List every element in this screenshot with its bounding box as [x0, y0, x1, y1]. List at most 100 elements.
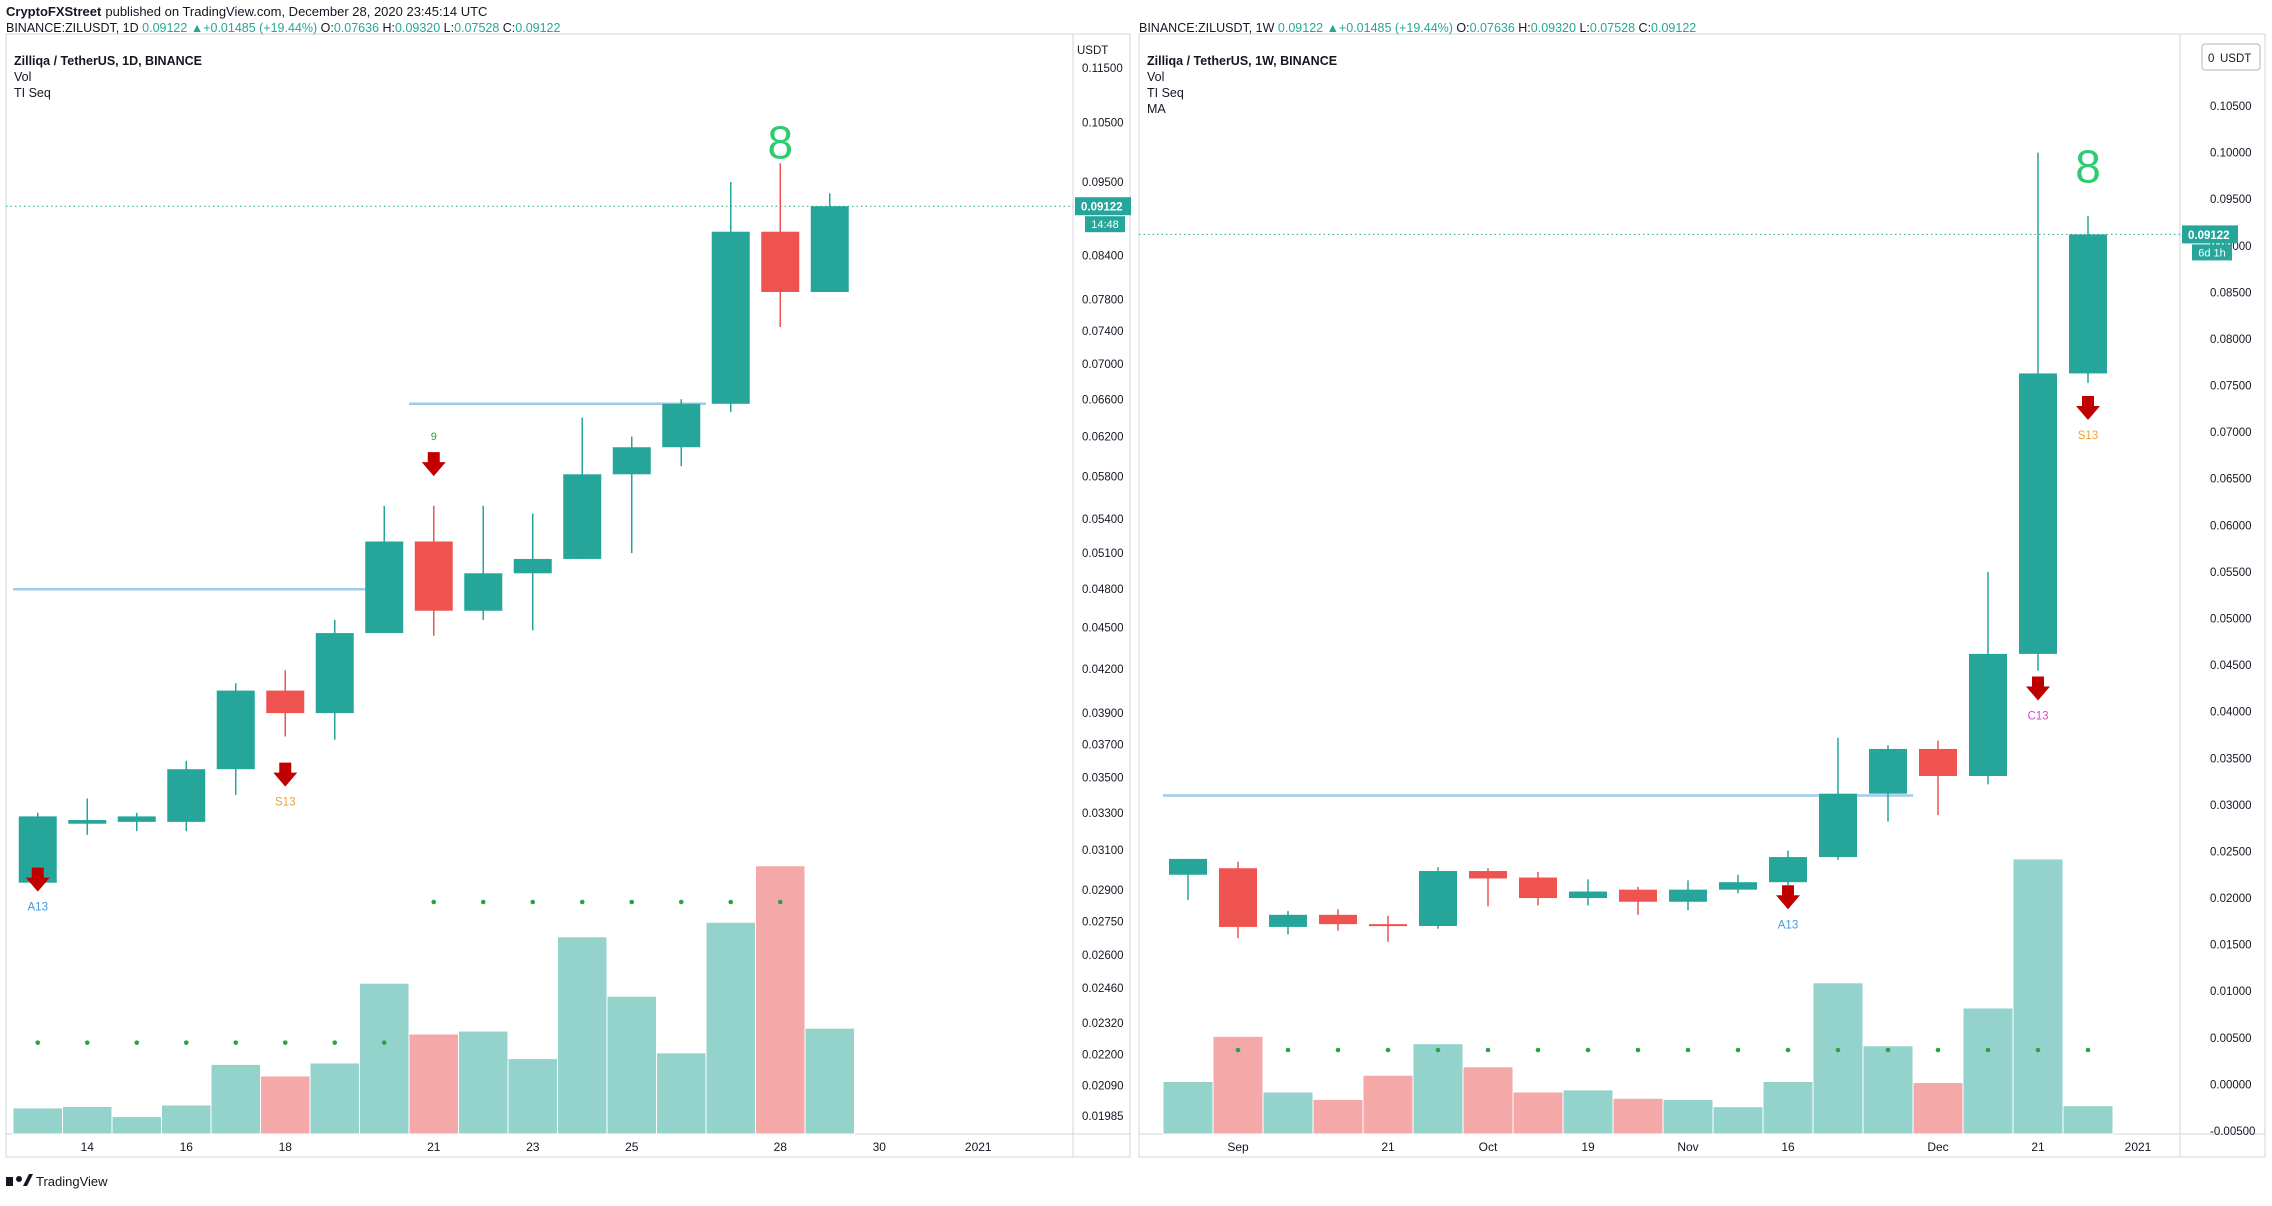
y-tick-label: 0.07400 [1082, 326, 1124, 338]
publisher-line: CryptoFXStreet published on TradingView.c… [6, 4, 487, 19]
l-label: L: [1576, 21, 1590, 35]
y-tick-label: 0.06000 [2210, 520, 2252, 532]
indicator-label-ma[interactable]: MA [1147, 102, 1166, 116]
indicator-label-ti-seq[interactable]: TI Seq [14, 86, 51, 100]
volume-bar [2012, 858, 2064, 1135]
candle-body [662, 403, 701, 448]
candle-body [1619, 889, 1657, 902]
y-tick-label: 0.10000 [2210, 148, 2252, 160]
sequential-marker: 8 [767, 117, 793, 169]
volume-bar [1662, 1098, 1714, 1135]
candle-body [464, 573, 503, 611]
chart-title: Zilliqa / TetherUS, 1D, BINANCE [14, 54, 202, 68]
ma-dot [282, 1040, 288, 1045]
y-tick-label: 0.03000 [2210, 800, 2252, 812]
down-arrow-icon [421, 452, 446, 477]
candle-body [68, 820, 107, 824]
count-label: 8 [2075, 141, 2101, 193]
candle [563, 417, 602, 559]
symbol-line: BINANCE:ZILUSDT, 1W 0.09122 ▲+0.01485 (+… [1139, 21, 1696, 35]
candle-body [1319, 914, 1357, 925]
y-tick-label: 0.09500 [1082, 177, 1124, 189]
ma-dot [1685, 1047, 1691, 1053]
volume-bar [557, 936, 608, 1135]
published-text: published on TradingView.com, December 2… [105, 4, 487, 19]
last-price-tag-text: 0.09122 [1081, 202, 1123, 214]
volume-bar [755, 865, 806, 1135]
y-tick-label: 0.06500 [2210, 474, 2252, 486]
y-tick-label: 0.09500 [2210, 194, 2252, 206]
y-tick-label: 0.04800 [1082, 584, 1124, 596]
candle [1669, 880, 1707, 911]
volume-bar [1562, 1089, 1614, 1135]
ma-dot [183, 1040, 189, 1045]
y-tick-label: 0.08400 [1082, 250, 1124, 262]
volume-bar [1212, 1035, 1264, 1135]
change-arrow-icon: ▲ [191, 21, 203, 35]
countdown-tag-text: 14:48 [1091, 219, 1119, 231]
sequential-marker: S13 [2076, 396, 2100, 442]
candle [1869, 745, 1907, 822]
h-label: H: [379, 21, 395, 35]
ma-dot [1835, 1047, 1841, 1053]
volume-bar [260, 1075, 311, 1135]
x-tick-label: 16 [180, 1140, 194, 1154]
ma-dot [1435, 1047, 1441, 1053]
y-tick-label: 0.03700 [1082, 740, 1124, 752]
indicator-label-vol[interactable]: Vol [1147, 70, 1164, 84]
ma-dot [1785, 1047, 1791, 1053]
l-value: 0.07528 [454, 21, 499, 35]
indicator-label-vol[interactable]: Vol [14, 70, 31, 84]
sequential-marker: A13 [1776, 885, 1800, 931]
ma-dot [1735, 1047, 1741, 1053]
countdown-tag-bg [2192, 244, 2232, 261]
o-value: 0.07636 [1470, 21, 1515, 35]
y-unit-box[interactable]: 0 USDT [2201, 43, 2261, 71]
down-arrow-icon [2076, 396, 2100, 421]
candle-body [1369, 924, 1407, 927]
candle [1219, 861, 1257, 939]
candle-body [1719, 882, 1757, 890]
y-tick-label: 0.05400 [1082, 514, 1124, 526]
volume-bar [656, 1052, 707, 1135]
y-tick-label: 0.01000 [2210, 986, 2252, 998]
x-tick-label: 30 [873, 1140, 887, 1154]
volume-bar [12, 1107, 63, 1135]
ma-dot [530, 899, 536, 905]
candle-body [1219, 868, 1257, 927]
volume-bar [507, 1058, 558, 1135]
down-arrow-icon [1776, 885, 1800, 910]
candle-body [167, 769, 206, 822]
footer[interactable]: TradingView [6, 1174, 108, 1189]
candle [662, 399, 701, 467]
candle-body [1769, 857, 1807, 883]
ma-dot [2085, 1047, 2091, 1053]
symbol-ticker[interactable]: BINANCE:ZILUSDT, 1W [1139, 21, 1275, 35]
h-label: H: [1515, 21, 1531, 35]
volume-bar [1412, 1043, 1464, 1135]
y-tick-label: 0.03900 [1082, 708, 1124, 720]
candle [167, 760, 206, 832]
symbol-ticker[interactable]: BINANCE:ZILUSDT, 1D [6, 21, 139, 35]
y-tick-label: 0.05800 [1082, 471, 1124, 483]
ma-dot [480, 899, 486, 905]
y-tick-label: 0.02900 [1082, 885, 1124, 897]
candle [1919, 740, 1957, 816]
publisher-name[interactable]: CryptoFXStreet [6, 4, 102, 19]
panel-frame [5, 33, 1131, 1158]
x-tick-label: 28 [774, 1140, 788, 1154]
ma-dot [1235, 1047, 1241, 1053]
volume-bar [1762, 1081, 1814, 1135]
candle [1269, 911, 1307, 935]
ma-dot [728, 899, 734, 905]
candle [761, 163, 800, 327]
candle [513, 513, 552, 631]
indicator-label-ti-seq[interactable]: TI Seq [1147, 86, 1184, 100]
volume-bar [62, 1105, 113, 1135]
candle [266, 670, 305, 737]
y-tick-label: 0.10500 [2210, 101, 2252, 113]
y-tick-label: 0.04200 [1082, 664, 1124, 676]
change-value: +0.01485 (+19.44%) [203, 21, 317, 35]
candle-body [1969, 653, 2007, 776]
x-tick-label: 16 [1781, 1140, 1795, 1154]
